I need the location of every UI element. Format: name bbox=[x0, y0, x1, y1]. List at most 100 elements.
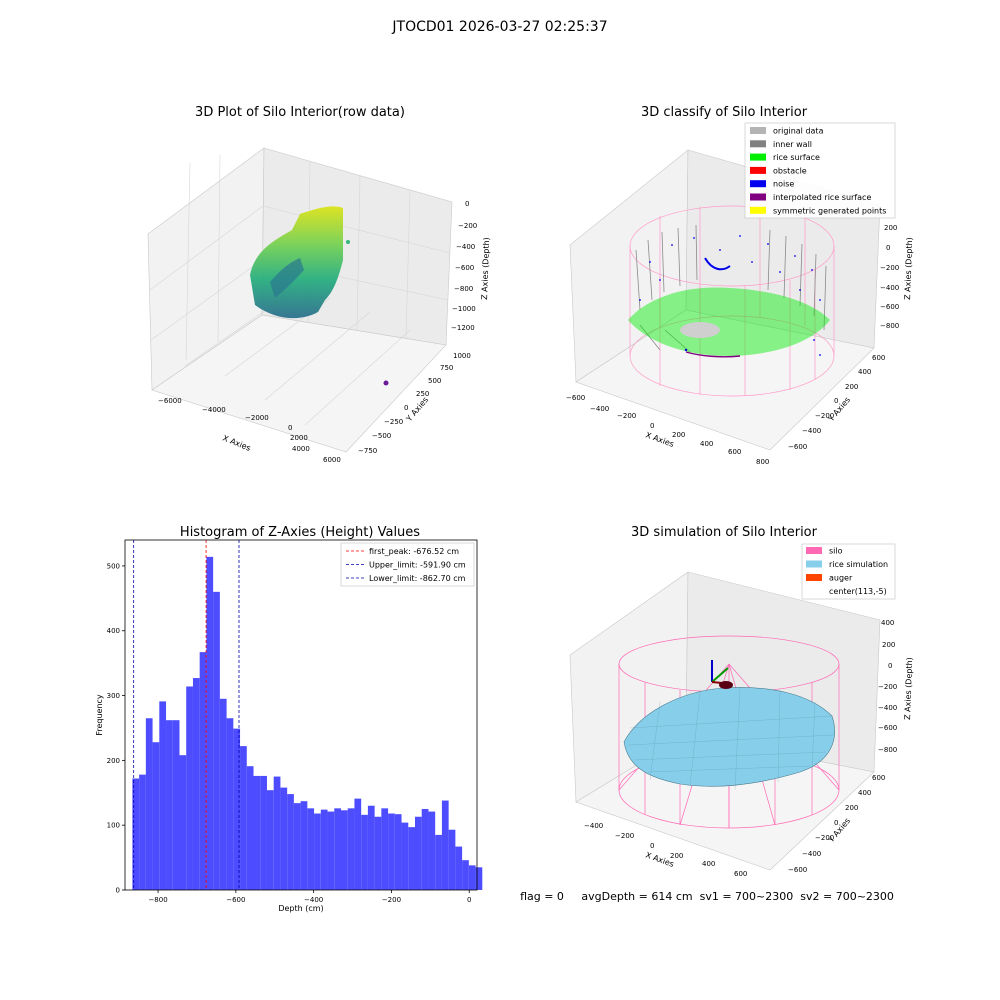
histogram-vlines bbox=[133, 540, 240, 890]
legend-swatch bbox=[750, 206, 766, 214]
histogram-x-tick-label: −800 bbox=[148, 896, 167, 904]
histogram-bar bbox=[199, 652, 207, 890]
classify-x-tick: 600 bbox=[728, 448, 741, 456]
simulation-z-tick: 200 bbox=[882, 641, 895, 649]
histogram-bar bbox=[421, 808, 429, 890]
panel-raw-3d: 3D Plot of Silo Interior(row data) bbox=[147, 105, 491, 464]
histogram-y-tick-label: 0 bbox=[116, 887, 120, 895]
raw-z-tick: −600 bbox=[455, 264, 474, 272]
histogram-bar bbox=[139, 774, 146, 890]
classify-z-tick: 0 bbox=[886, 244, 890, 252]
simulation-y-tick: 400 bbox=[858, 789, 871, 797]
raw-x-tick: 6000 bbox=[323, 456, 341, 464]
raw-y-tick: 500 bbox=[428, 377, 441, 385]
raw-y-tick: 250 bbox=[416, 390, 429, 398]
histogram-y-tick-label: 100 bbox=[107, 822, 120, 830]
histogram-y-tick-label: 300 bbox=[107, 692, 120, 700]
raw-y-tick: 1000 bbox=[453, 352, 471, 360]
histogram-x-label: Depth (cm) bbox=[278, 904, 323, 913]
histogram-x-tick-label: −200 bbox=[382, 896, 401, 904]
classify-x-tick: −400 bbox=[590, 405, 609, 413]
classify-z-tick: 200 bbox=[884, 224, 897, 232]
classify-legend: original data inner wall rice surface obsta… bbox=[744, 122, 896, 219]
legend-swatch bbox=[750, 166, 766, 174]
classify-x-tick: 400 bbox=[700, 440, 713, 448]
histogram-x-tick-label: −400 bbox=[304, 896, 323, 904]
raw-y-tick: −750 bbox=[358, 447, 377, 455]
legend-label: symmetric generated points bbox=[773, 206, 886, 215]
histogram-y-tick-label: 500 bbox=[107, 562, 120, 570]
histogram-bar bbox=[159, 701, 167, 890]
simulation-z-ticks: 400 200 0 −200 −400 −600 −800 bbox=[878, 619, 897, 754]
histogram-bar bbox=[361, 814, 368, 890]
histogram-bar bbox=[462, 860, 469, 890]
classify-y-tick: 400 bbox=[858, 368, 871, 376]
histogram-bar bbox=[334, 808, 341, 890]
histogram-bar bbox=[179, 755, 187, 890]
classify-z-tick: −200 bbox=[880, 264, 899, 272]
histogram-bar bbox=[347, 808, 355, 890]
histogram-bar bbox=[213, 591, 220, 890]
raw-y-tick: −250 bbox=[384, 418, 403, 426]
histogram-bar bbox=[468, 865, 476, 890]
classify-y-label: Y Axies bbox=[826, 395, 852, 424]
histogram-x-tick-label: −600 bbox=[226, 896, 245, 904]
classify-x-tick: 800 bbox=[756, 458, 769, 466]
raw-z-tick: −400 bbox=[456, 243, 475, 251]
raw-x-tick: 0 bbox=[288, 424, 292, 432]
histogram-bar bbox=[354, 798, 362, 890]
raw-outlier-point bbox=[383, 380, 389, 386]
histogram-y-tick-label: 200 bbox=[107, 757, 120, 765]
raw-x-tick: 4000 bbox=[292, 445, 310, 453]
histogram-bar bbox=[280, 787, 288, 890]
histogram-bar bbox=[381, 808, 389, 890]
histogram-bar bbox=[246, 766, 254, 890]
histogram-bar bbox=[307, 808, 315, 890]
legend-label: rice simulation bbox=[829, 560, 888, 569]
simulation-y-tick: −600 bbox=[788, 866, 807, 874]
legend-label: silo bbox=[829, 547, 843, 556]
histogram-bar bbox=[408, 827, 416, 890]
simulation-y-tick: 600 bbox=[872, 774, 885, 782]
histogram-bar bbox=[132, 778, 140, 890]
simulation-y-tick: −400 bbox=[802, 850, 821, 858]
raw-z-label: Z Axies (Depth) bbox=[480, 237, 491, 300]
legend-swatch bbox=[750, 153, 766, 161]
histogram-bar bbox=[435, 834, 442, 890]
figure-title: JTOCD01 2026-03-27 02:25:37 bbox=[391, 19, 607, 35]
histogram-bar bbox=[367, 805, 375, 890]
histogram-bar bbox=[240, 746, 247, 890]
classify-x-tick: 0 bbox=[650, 422, 654, 430]
simulation-y-ticks: 600 400 200 0 −200 −400 −600 bbox=[788, 774, 885, 874]
histogram-legend-label: Lower_limit: -862.70 cm bbox=[369, 574, 466, 583]
raw-z-tick: −1000 bbox=[452, 305, 476, 313]
histogram-bar bbox=[273, 776, 281, 890]
histogram-bar bbox=[340, 810, 348, 890]
legend-swatch bbox=[806, 574, 822, 581]
simulation-x-tick: 600 bbox=[734, 870, 747, 878]
histogram-legend: first_peak: -676.52 cm Upper_limit: -591.… bbox=[340, 542, 475, 587]
legend-label: obstacle bbox=[773, 166, 807, 175]
simulation-y-label: Y Axies bbox=[826, 816, 852, 845]
histogram-bars bbox=[132, 556, 483, 890]
histogram-bar bbox=[233, 728, 241, 890]
histogram-bar bbox=[401, 822, 409, 890]
raw-z-tick: −1200 bbox=[451, 324, 475, 332]
pane-floor bbox=[575, 309, 875, 451]
histogram-bar bbox=[145, 718, 153, 890]
histogram-bar bbox=[172, 720, 180, 890]
histogram-bar bbox=[219, 698, 227, 890]
raw-x-ticks: −6000 −4000 −2000 0 2000 4000 6000 bbox=[158, 397, 341, 464]
simulation-y-tick: 200 bbox=[845, 804, 858, 812]
legend-label: rice surface bbox=[773, 153, 820, 162]
histogram-title: Histogram of Z-Axies (Height) Values bbox=[180, 525, 420, 540]
histogram-bar bbox=[226, 718, 234, 890]
simulation-z-tick: 400 bbox=[881, 619, 894, 627]
histogram-bar bbox=[260, 775, 267, 890]
classify-y-tick: 0 bbox=[834, 397, 838, 405]
panel-raw-3d-title: 3D Plot of Silo Interior(row data) bbox=[195, 105, 405, 120]
raw-y-tick: −500 bbox=[372, 432, 391, 440]
histogram-bar bbox=[293, 803, 301, 890]
histogram-x-tick-label: 0 bbox=[467, 896, 471, 904]
histogram-bar bbox=[374, 816, 382, 890]
